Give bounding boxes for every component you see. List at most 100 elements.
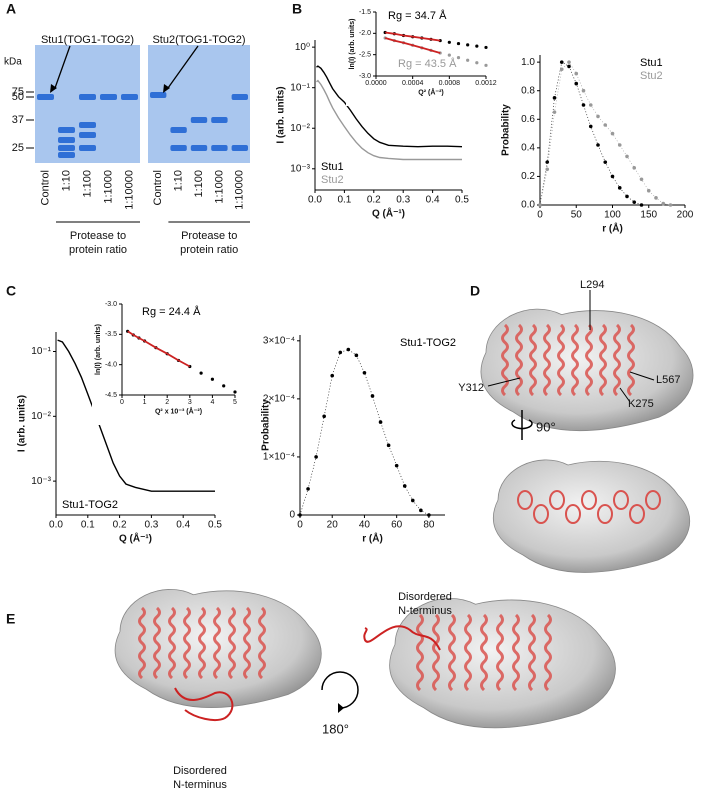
x-tick-label: 200 <box>677 210 694 221</box>
lane-label: 1:10 <box>173 170 185 191</box>
helix <box>512 613 520 692</box>
y-axis-label: ln(I) (arb. units) <box>349 19 356 70</box>
helix <box>496 613 504 692</box>
helix <box>627 323 635 397</box>
lane-label: 1:10000 <box>123 170 135 210</box>
gel-band <box>58 127 75 133</box>
y-axis-label: I (arb. units) <box>276 86 287 143</box>
x-axis-label: Q (Å⁻¹) <box>372 207 405 220</box>
helix <box>544 613 552 692</box>
x-tick-label: 0 <box>537 210 543 221</box>
helix <box>228 606 236 680</box>
lane-label: 1:100 <box>193 170 205 198</box>
inset-background <box>346 6 496 106</box>
data-point <box>346 347 351 352</box>
rotation-label: 90° <box>536 419 556 434</box>
data-point <box>419 508 423 513</box>
data-point <box>330 373 335 378</box>
y-axis-label: Probability <box>261 399 272 451</box>
residue-label: L294 <box>580 279 604 291</box>
helix <box>464 613 472 692</box>
y-tick-label: -3.0 <box>359 73 371 80</box>
marker-label: 25 <box>12 142 24 154</box>
x-tick-label: 0.0 <box>49 520 63 531</box>
y-tick-label: 10⁻² <box>290 123 310 134</box>
data-point <box>456 56 461 60</box>
data-point <box>475 44 479 48</box>
helix <box>183 606 191 680</box>
x-tick-label: 150 <box>640 210 657 221</box>
y-tick-label: 0.2 <box>521 171 535 182</box>
arrow <box>54 45 71 89</box>
helix <box>168 606 176 680</box>
lane-label: Control <box>152 170 164 205</box>
helix <box>480 613 488 692</box>
x-tick-label: 0.0012 <box>475 80 497 87</box>
gel-band <box>211 117 228 123</box>
data-point <box>610 174 615 179</box>
data-point <box>668 203 673 207</box>
panel-label: A <box>6 1 16 17</box>
x-tick-label: 0.0004 <box>402 80 424 87</box>
rotation-label: 180° <box>322 721 349 736</box>
helix-end <box>645 490 661 510</box>
helix-end <box>581 490 597 510</box>
gel-band <box>58 145 75 151</box>
helix <box>416 613 424 692</box>
gel-band <box>79 145 96 151</box>
residue-label: L567 <box>656 374 680 386</box>
y-tick-label: 10⁰ <box>295 42 310 53</box>
y-tick-label: 10⁻² <box>31 411 51 422</box>
y-tick-label: -2.0 <box>359 30 371 37</box>
helix-end <box>533 504 549 524</box>
x-tick-label: 50 <box>571 210 583 221</box>
helix <box>432 613 440 692</box>
gel-title: Stu1(TOG1-TOG2) <box>41 34 134 46</box>
curve <box>385 31 441 42</box>
x-tick-label: 0.4 <box>176 520 190 531</box>
chart: 0.0000 0.0004 0.0008 0.0012 -1.5 -2.0 -2.5 -3.0… <box>346 6 497 106</box>
curve <box>384 37 441 54</box>
helix <box>585 323 593 397</box>
lane-label: 1:10 <box>60 170 72 191</box>
helix <box>571 323 579 397</box>
helix <box>515 323 523 397</box>
y-tick-label: -4.5 <box>105 392 117 399</box>
x-tick-label: 0.2 <box>113 520 127 531</box>
data-point <box>596 114 600 119</box>
helix <box>528 613 536 692</box>
y-tick-label: 0.0 <box>521 200 535 211</box>
x-tick-label: 0.0000 <box>365 80 387 87</box>
caption: protein ratio <box>69 244 127 256</box>
data-point <box>427 513 431 517</box>
curve <box>127 330 191 368</box>
data-point <box>466 58 470 62</box>
helix <box>557 323 565 397</box>
inset-background <box>92 298 245 425</box>
gel-band <box>100 94 117 100</box>
x-axis-label: r (Å) <box>362 532 383 545</box>
panel-label: D <box>470 283 480 299</box>
curve <box>316 65 463 148</box>
y-tick-label: 0.8 <box>521 85 535 96</box>
arrow-head <box>163 84 170 93</box>
x-axis-label: Q² (Å⁻²) <box>418 88 443 97</box>
x-axis-label: r (Å) <box>602 222 623 235</box>
helix <box>153 606 161 680</box>
curve <box>316 79 462 161</box>
y-tick-label: 10⁻¹ <box>290 82 310 93</box>
helix <box>543 323 551 397</box>
data-point <box>199 371 203 375</box>
x-tick-label: 0.3 <box>144 520 158 531</box>
helix <box>243 606 251 680</box>
x-axis-label: Q² x 10⁻³ (Å⁻²) <box>155 407 202 416</box>
data-point <box>447 40 451 44</box>
data-point <box>233 390 237 394</box>
data-point <box>632 200 637 204</box>
caption: Protease to <box>181 230 237 242</box>
helix-end <box>629 504 645 524</box>
y-tick-label: 2×10⁻⁴ <box>263 394 295 405</box>
y-tick-label: -1.5 <box>359 9 371 16</box>
x-tick-label: 0.0008 <box>439 80 461 87</box>
gel-band <box>58 152 75 158</box>
